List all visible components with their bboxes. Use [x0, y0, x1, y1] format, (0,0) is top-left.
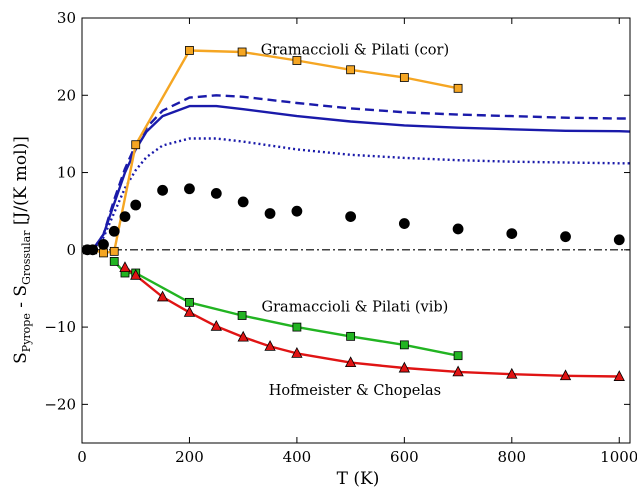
data-point: [506, 228, 518, 239]
data-point: [99, 248, 108, 258]
y-label-s1: S: [11, 352, 31, 364]
data-point: [264, 208, 276, 219]
data-point: [613, 370, 625, 381]
y-tick-label: −10: [44, 318, 76, 336]
x-axis-label: T (K): [337, 469, 380, 488]
series-markers: [81, 46, 625, 381]
curve-model-dotted: [91, 137, 630, 251]
data-point: [613, 234, 625, 246]
data-point: [237, 311, 247, 320]
data-point: [237, 330, 249, 342]
data-point: [506, 367, 518, 379]
data-point: [185, 46, 194, 55]
series-line-2: [124, 266, 620, 378]
data-point: [291, 347, 303, 358]
data-point: [210, 319, 222, 331]
data-point: [210, 188, 222, 199]
x-tick-label: 200: [175, 448, 204, 466]
data-point: [130, 268, 142, 280]
y-label-sub2: Grossular: [20, 230, 33, 285]
data-point: [399, 73, 409, 82]
data-point: [346, 65, 356, 75]
data-point: [185, 297, 194, 307]
data-point: [345, 211, 357, 222]
data-point: [559, 369, 572, 381]
y-tick-label: 10: [57, 164, 76, 182]
y-tick-label: −20: [44, 395, 76, 413]
data-point: [398, 218, 410, 229]
y-axis-label: SPyrope - SGrossular [J/(K mol)]: [11, 136, 33, 364]
y-label-s2: - S: [11, 285, 31, 313]
data-point: [157, 184, 168, 196]
curve-model-dashed: [91, 94, 630, 251]
data-point: [119, 261, 131, 272]
y-label-sub1: Pyrope: [20, 313, 33, 352]
data-point: [184, 183, 195, 195]
x-tick-label: 400: [283, 448, 312, 466]
data-point: [452, 365, 464, 377]
annotation-2: Hofmeister & Chopelas: [269, 383, 441, 399]
axes: 0 200 400 600 800 1000 −20 −10 0 10 20 30: [44, 9, 637, 466]
curve-model-solid: [91, 104, 631, 251]
data-point: [108, 225, 120, 237]
x-tick-label: 0: [77, 448, 87, 466]
y-label-units: [J/(K mol)]: [11, 136, 31, 230]
svg-text:SPyrope - SGrossular [J/(K mol: SPyrope - SGrossular [J/(K mol)]: [11, 136, 33, 364]
x-tick-label: 600: [390, 448, 419, 466]
y-tick-label: 30: [57, 9, 76, 27]
annotation-1: Gramaccioli & Pilati (vib): [262, 300, 449, 316]
data-point: [119, 211, 131, 222]
data-point: [291, 205, 303, 217]
y-tick-label: 0: [66, 241, 76, 259]
data-point: [453, 351, 463, 361]
data-point: [237, 47, 247, 57]
data-point: [87, 244, 99, 256]
data-point: [292, 56, 302, 65]
data-point: [131, 140, 141, 150]
data-point: [156, 290, 169, 302]
y-tick-label: 20: [57, 86, 76, 104]
data-point: [346, 331, 356, 341]
data-point: [264, 340, 276, 351]
x-tick-label: 800: [497, 448, 526, 466]
data-point: [183, 306, 196, 317]
curves: [82, 94, 631, 251]
data-point: [237, 196, 249, 208]
plot-frame: [81, 17, 631, 444]
data-point: [292, 322, 302, 332]
x-tick-label: 1000: [600, 448, 637, 466]
annotations: Gramaccioli & Pilati (cor) Gramaccioli & …: [261, 42, 449, 399]
data-point: [453, 83, 463, 93]
data-point: [109, 257, 119, 266]
data-point: [98, 239, 109, 250]
data-point: [398, 361, 411, 373]
data-point: [130, 199, 142, 211]
data-point: [560, 231, 571, 243]
data-point: [452, 223, 464, 235]
data-point: [399, 340, 409, 350]
annotation-0: Gramaccioli & Pilati (cor): [261, 42, 449, 58]
data-point: [109, 246, 119, 256]
data-point: [344, 356, 357, 368]
